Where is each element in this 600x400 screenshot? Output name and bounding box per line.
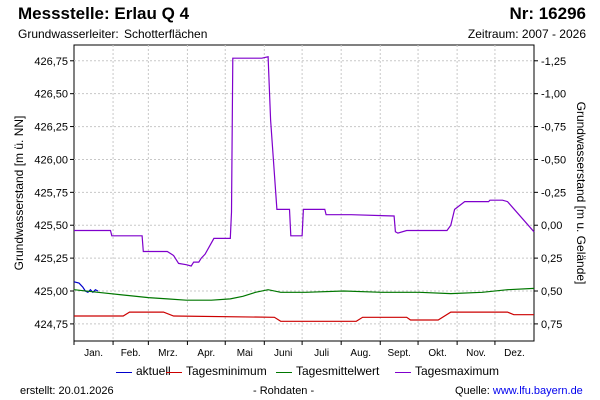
right-tick-label: 0,25 xyxy=(541,253,562,265)
x-tick-label: Juni xyxy=(274,348,292,359)
right-tick-label: -0,25 xyxy=(541,187,566,199)
series-line-tagesminimum xyxy=(74,311,534,322)
x-tick-label: Dez. xyxy=(504,348,525,359)
legend-label: Tagesmaximum xyxy=(415,364,500,378)
right-tick-label: -1,00 xyxy=(541,89,566,101)
legend-label: Tagesminimum xyxy=(186,364,267,378)
left-tick-label: 426,25 xyxy=(34,122,68,134)
legend-label: Tagesmittelwert xyxy=(296,364,380,378)
x-tick-label: Okt. xyxy=(428,348,446,359)
x-tick-label: Juli xyxy=(314,348,329,359)
x-tick-label: Nov. xyxy=(466,348,486,359)
left-tick-label: 425,25 xyxy=(34,253,68,265)
left-tick-label: 425,00 xyxy=(34,286,68,298)
source-label: Quelle: xyxy=(455,385,490,397)
legend-swatch xyxy=(116,371,132,373)
legend-item-max: Tagesmaximum xyxy=(395,364,499,378)
x-tick-label: Mrz. xyxy=(158,348,177,359)
legend: aktuell Tagesminimum Tagesmittelwert Tagesm… xyxy=(0,364,600,382)
period-label: Zeitraum: 2007 - 2026 xyxy=(467,27,586,41)
plot-frame xyxy=(73,44,535,342)
aquifer-label: Grundwasserleiter: xyxy=(18,27,119,41)
right-tick-label: -0,50 xyxy=(541,154,566,166)
legend-item-aktuell: aktuell xyxy=(116,364,171,378)
x-tick-label: Sept. xyxy=(387,348,410,359)
created-date: erstellt: 20.01.2026 xyxy=(20,385,114,397)
legend-swatch xyxy=(166,371,182,373)
left-tick-label: 424,75 xyxy=(34,319,68,331)
right-tick-label: 0,75 xyxy=(541,319,562,331)
raw-data-note: - Rohdaten - xyxy=(253,385,315,397)
legend-label: aktuell xyxy=(136,364,171,378)
y-axis-label-left: Grundwasserstand [m ü. NN] xyxy=(12,116,26,271)
legend-swatch xyxy=(276,371,292,373)
aquifer-value: Schotterflächen xyxy=(124,27,208,41)
left-tick-label: 426,00 xyxy=(34,154,68,166)
legend-item-mean: Tagesmittelwert xyxy=(276,364,379,378)
legend-item-min: Tagesminimum xyxy=(166,364,267,378)
left-tick-label: 426,75 xyxy=(34,56,68,68)
x-tick-label: Mai xyxy=(237,348,253,359)
station-number: Nr: 16296 xyxy=(509,4,586,23)
source-link[interactable]: www.lfu.bayern.de xyxy=(492,385,583,397)
right-tick-label: 0,50 xyxy=(541,286,562,298)
series-line-tagesmaximum xyxy=(74,56,535,267)
left-tick-label: 425,50 xyxy=(34,220,68,232)
y-axis-label-right: Grundwasserstand [m u. Gelände] xyxy=(574,102,588,285)
right-tick-label: -0,75 xyxy=(541,122,566,134)
right-tick-label: 0,00 xyxy=(541,220,562,232)
series-line-aktuell xyxy=(73,281,99,294)
legend-swatch xyxy=(395,371,411,373)
series-line-tagesmittelwert xyxy=(73,287,535,301)
left-tick-label: 426,50 xyxy=(34,89,68,101)
x-tick-label: Jan. xyxy=(84,348,103,359)
x-tick-label: Aug. xyxy=(350,348,371,359)
x-tick-label: Feb. xyxy=(121,348,141,359)
chart-title: Messstelle: Erlau Q 4 xyxy=(18,4,190,23)
source-note: Quelle: www.lfu.bayern.de xyxy=(455,385,583,397)
right-tick-label: -1,25 xyxy=(541,56,566,68)
x-tick-label: Apr. xyxy=(197,348,215,359)
left-tick-label: 425,75 xyxy=(34,187,68,199)
